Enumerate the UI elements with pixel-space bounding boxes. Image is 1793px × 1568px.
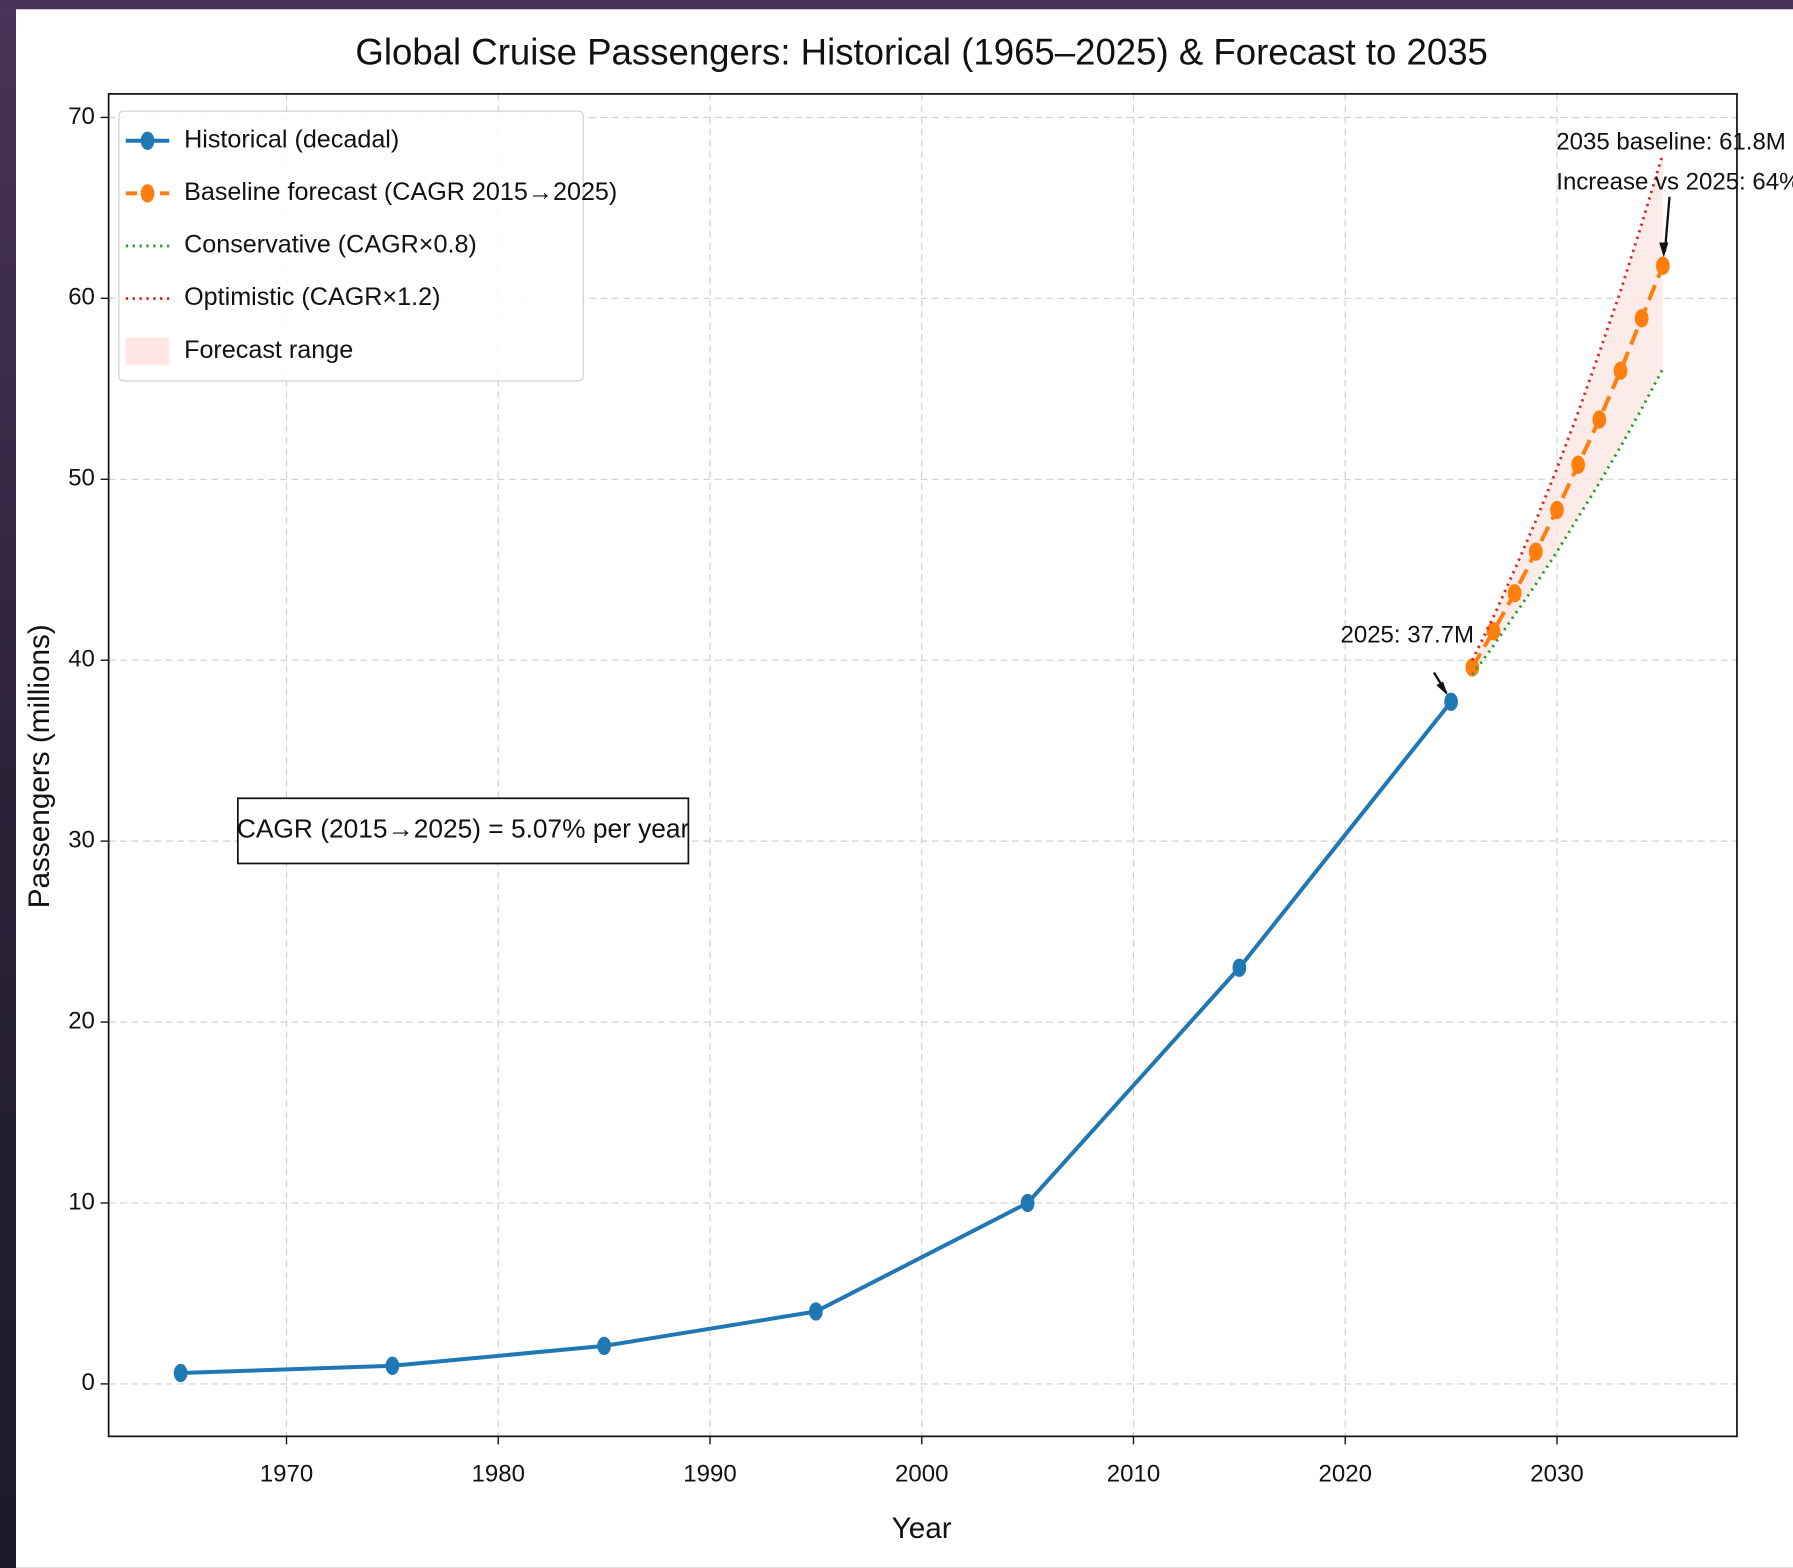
x-tick-label: 2000 (895, 1461, 948, 1488)
data-point (174, 1364, 188, 1382)
y-tick-label: 50 (68, 465, 95, 492)
x-tick-label: 1990 (683, 1461, 736, 1488)
data-point (1021, 1194, 1035, 1212)
data-point (1571, 456, 1585, 474)
legend-label: Historical (decadal) (184, 125, 399, 153)
data-point (1487, 622, 1501, 640)
data-point (1233, 959, 1247, 977)
data-point (809, 1302, 823, 1320)
y-axis-label: Passengers (millions) (23, 624, 56, 908)
x-tick-label: 2030 (1530, 1461, 1583, 1488)
x-tick-label: 2020 (1319, 1461, 1372, 1488)
data-point (1656, 257, 1670, 275)
annotation: Increase vs 2025: 64% (1556, 168, 1793, 195)
y-tick-label: 30 (68, 826, 95, 853)
chart: Global Cruise Passengers: Historical (19… (0, 0, 1793, 1568)
data-point (1592, 410, 1606, 428)
x-tick-label: 1980 (472, 1461, 525, 1488)
legend-swatch (126, 337, 169, 364)
data-point (1508, 584, 1522, 602)
data-point (597, 1337, 611, 1355)
legend-label: Conservative (CAGR×0.8) (184, 231, 477, 259)
x-tick-label: 1970 (260, 1461, 313, 1488)
annotation: 2025: 37.7M (1341, 621, 1474, 648)
legend-label: Baseline forecast (CAGR 2015→2025) (184, 178, 617, 206)
y-tick-label: 70 (68, 103, 95, 130)
legend-marker (141, 132, 155, 150)
data-point (1444, 693, 1458, 711)
chart-title: Global Cruise Passengers: Historical (19… (355, 32, 1487, 73)
y-tick-label: 40 (68, 646, 95, 673)
data-point (1550, 501, 1564, 519)
y-tick-label: 20 (68, 1007, 95, 1034)
legend-label: Optimistic (CAGR×1.2) (184, 283, 440, 311)
data-point (1635, 309, 1649, 327)
data-point (1529, 542, 1543, 560)
y-tick-label: 0 (82, 1369, 95, 1396)
data-point (386, 1357, 400, 1375)
x-tick-label: 2010 (1107, 1461, 1160, 1488)
page: {"chart_data": { "type": "line", "title"… (0, 0, 1793, 1568)
y-tick-label: 10 (68, 1188, 95, 1215)
x-axis-label: Year (892, 1512, 952, 1545)
annotation: 2035 baseline: 61.8M (1556, 128, 1786, 155)
legend-marker (141, 184, 155, 202)
legend: Historical (decadal) Baseline forecast (C… (119, 111, 617, 381)
annotation: CAGR (2015→2025) = 5.07% per year (237, 813, 690, 843)
data-point (1614, 362, 1628, 380)
legend-label: Forecast range (184, 336, 353, 364)
y-tick-label: 60 (68, 284, 95, 311)
